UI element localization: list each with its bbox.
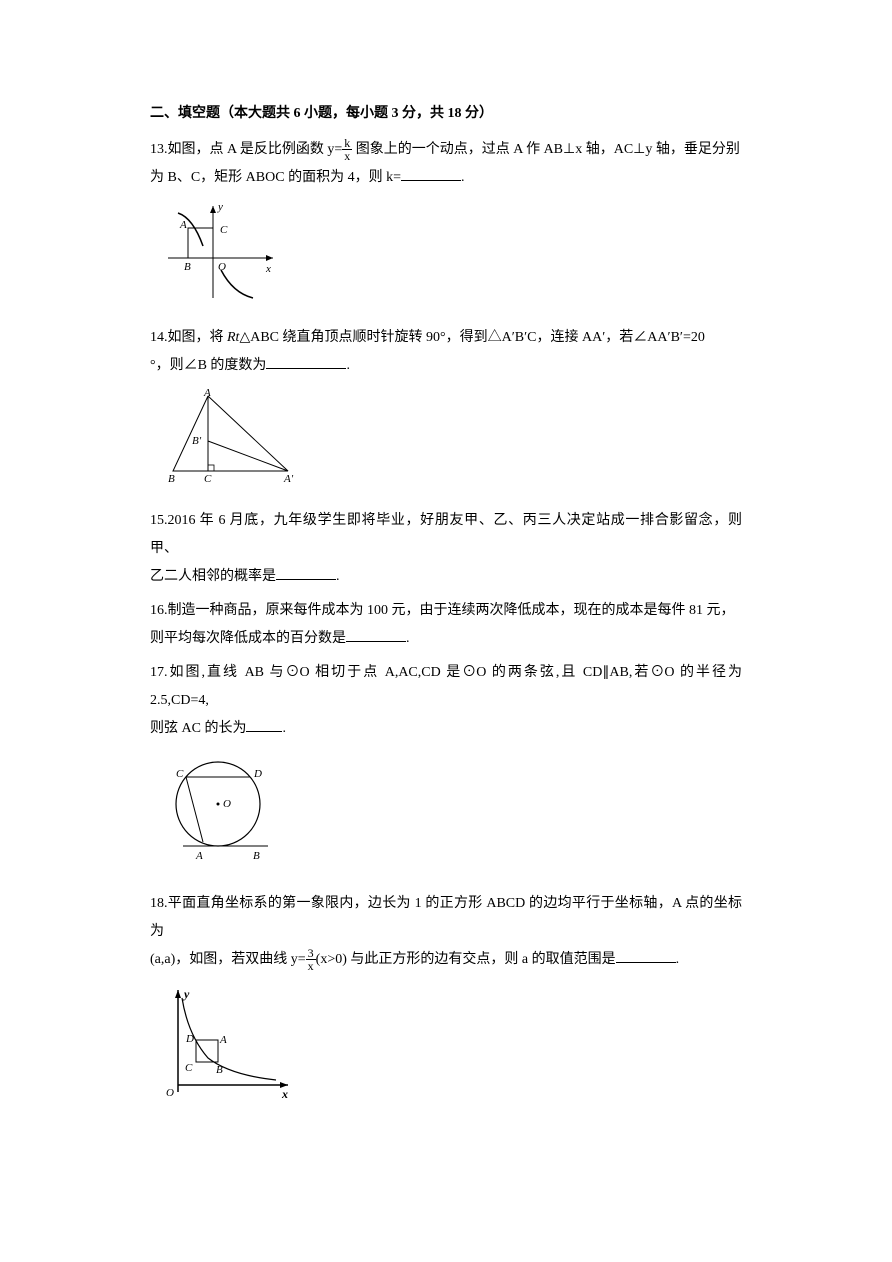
fig17-label-D: D xyxy=(253,768,262,780)
q18-line1: 18.平面直角坐标系的第一象限内，边长为 1 的正方形 ABCD 的边均平行于坐… xyxy=(150,890,742,946)
question-15: 15.2016 年 6 月底，九年级学生即将毕业，好朋友甲、乙、丙三人决定站成一… xyxy=(150,507,742,591)
fig17-label-A: A xyxy=(195,850,203,862)
fig13-label-x: x xyxy=(265,263,271,275)
q16-line2: 则平均每次降低成本的百分数是. xyxy=(150,625,742,653)
question-13: 13.如图，点 A 是反比例函数 y=kx 图象上的一个动点，过点 A 作 AB… xyxy=(150,136,742,314)
fig13-label-B: B xyxy=(184,261,191,273)
fig18-svg: y x O D A C B xyxy=(158,980,298,1105)
q15-line1: 15.2016 年 6 月底，九年级学生即将毕业，好朋友甲、乙、丙三人决定站成一… xyxy=(150,507,742,563)
figure-18: y x O D A C B xyxy=(158,980,742,1116)
q13-line2-text: 为 B、C，矩形 ABOC 的面积为 4，则 k= xyxy=(150,170,401,185)
fig14-label-Ap: A′ xyxy=(283,473,294,485)
q18-line2-mid: (x>0) 与此正方形的边有交点，则 a 的取值范围是 xyxy=(316,952,616,967)
q13-prefix: 13.如图，点 A 是反比例函数 y= xyxy=(150,142,342,157)
figure-13: A C B O x y xyxy=(158,198,742,314)
fig14-label-C: C xyxy=(204,473,212,485)
fig17-label-B: B xyxy=(253,850,260,862)
q17-line1: 17.如图,直线 AB 与⊙O 相切于点 A,AC,CD 是⊙O 的两条弦,且 … xyxy=(150,659,742,715)
q13-suffix: . xyxy=(461,170,465,185)
fig13-label-y: y xyxy=(217,201,223,213)
fig18-label-O: O xyxy=(166,1087,174,1099)
q16-line1: 16.制造一种商品，原来每件成本为 100 元，由于连续两次降低成本，现在的成本… xyxy=(150,597,742,625)
q16-line2-text: 则平均每次降低成本的百分数是 xyxy=(150,631,346,646)
q14-line2-text: °，则∠B 的度数为 xyxy=(150,358,266,373)
q13-fraction: kx xyxy=(342,137,352,162)
fig13-label-O: O xyxy=(218,261,226,273)
fig18-label-y: y xyxy=(182,987,190,1001)
fig17-label-O: O xyxy=(223,798,231,810)
q18-line2-prefix: (a,a)，如图，若双曲线 y= xyxy=(150,952,306,967)
q17-line2: 则弦 AC 的长为. xyxy=(150,715,742,743)
q15-blank xyxy=(276,566,336,580)
q18-fraction: 3x xyxy=(306,947,316,972)
q17-blank xyxy=(246,718,282,732)
fig18-label-B: B xyxy=(216,1064,223,1076)
question-16: 16.制造一种商品，原来每件成本为 100 元，由于连续两次降低成本，现在的成本… xyxy=(150,597,742,653)
fig18-label-x: x xyxy=(281,1087,288,1101)
q15-line2: 乙二人相邻的概率是. xyxy=(150,563,742,591)
fig18-label-A: A xyxy=(219,1034,227,1046)
q13-line2: 为 B、C，矩形 ABOC 的面积为 4，则 k=. xyxy=(150,164,742,192)
fig14-label-Bp: B′ xyxy=(192,435,202,447)
q13-den: x xyxy=(342,150,352,162)
q14-mid: △ABC 绕直角顶点顺时针旋转 90°，得到△A′B′C，连接 AA′，若∠AA… xyxy=(239,330,704,345)
q18-line2: (a,a)，如图，若双曲线 y=3x(x>0) 与此正方形的边有交点，则 a 的… xyxy=(150,946,742,974)
q16-blank xyxy=(346,628,406,642)
q14-line2: °，则∠B 的度数为. xyxy=(150,352,742,380)
fig17-label-C: C xyxy=(176,768,184,780)
q14-rt: Rt xyxy=(227,330,239,345)
q14-suffix: . xyxy=(346,358,350,373)
q14-prefix: 14.如图，将 xyxy=(150,330,227,345)
fig14-svg: A B′ B C A′ xyxy=(158,386,308,486)
q14-line1: 14.如图，将 Rt△ABC 绕直角顶点顺时针旋转 90°，得到△A′B′C，连… xyxy=(150,324,742,352)
section-header: 二、填空题（本大题共 6 小题，每小题 3 分，共 18 分） xyxy=(150,100,742,128)
fig13-svg: A C B O x y xyxy=(158,198,288,303)
q14-blank xyxy=(266,355,346,369)
q13-blank xyxy=(401,167,461,181)
q18-suffix: . xyxy=(676,952,680,967)
q16-suffix: . xyxy=(406,631,410,646)
question-17: 17.如图,直线 AB 与⊙O 相切于点 A,AC,CD 是⊙O 的两条弦,且 … xyxy=(150,659,742,880)
fig14-label-B: B xyxy=(168,473,175,485)
fig13-label-C: C xyxy=(220,224,228,236)
q15-line2-text: 乙二人相邻的概率是 xyxy=(150,569,276,584)
q13-text: 13.如图，点 A 是反比例函数 y=kx 图象上的一个动点，过点 A 作 AB… xyxy=(150,136,742,164)
q17-line2-text: 则弦 AC 的长为 xyxy=(150,721,246,736)
question-18: 18.平面直角坐标系的第一象限内，边长为 1 的正方形 ABCD 的边均平行于坐… xyxy=(150,890,742,1116)
q15-suffix: . xyxy=(336,569,340,584)
fig18-label-C: C xyxy=(185,1062,193,1074)
figure-17: C D O A B xyxy=(158,749,742,880)
fig13-label-A: A xyxy=(179,219,187,231)
q18-den: x xyxy=(306,960,316,972)
fig14-label-A: A xyxy=(203,387,211,399)
q17-suffix: . xyxy=(282,721,286,736)
fig18-label-D: D xyxy=(185,1033,194,1045)
q13-middle: 图象上的一个动点，过点 A 作 AB⊥x 轴，AC⊥y 轴，垂足分别 xyxy=(352,142,740,157)
figure-14: A B′ B C A′ xyxy=(158,386,742,497)
fig17-svg: C D O A B xyxy=(158,749,288,869)
q18-blank xyxy=(616,949,676,963)
question-14: 14.如图，将 Rt△ABC 绕直角顶点顺时针旋转 90°，得到△A′B′C，连… xyxy=(150,324,742,497)
